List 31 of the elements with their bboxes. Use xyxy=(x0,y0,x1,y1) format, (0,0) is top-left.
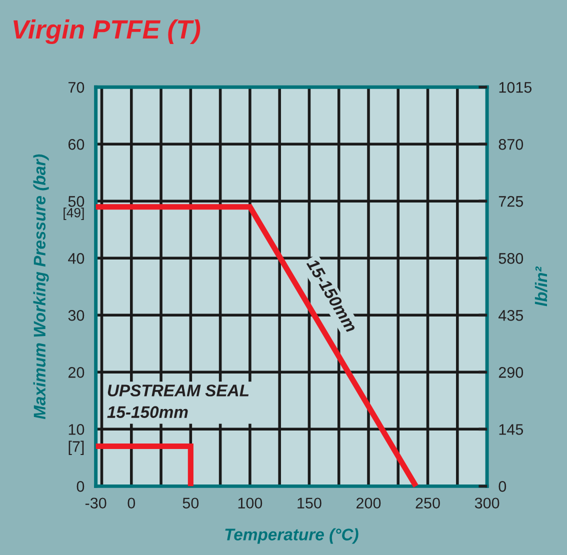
y-tick-label: 50 xyxy=(68,196,84,207)
chart-title: Virgin PTFE (T) xyxy=(14,19,200,44)
y-tick-label: 70 xyxy=(68,82,84,93)
y2-tick-label: 290 xyxy=(498,367,524,378)
y2-tick-label: 725 xyxy=(498,196,524,207)
y-tick-label: 40 xyxy=(68,253,84,264)
y-axis-title: Maximum Working Pressure (bar) xyxy=(33,154,49,420)
x-tick-label: 50 xyxy=(182,498,199,509)
x-tick-label: 200 xyxy=(356,498,381,509)
y-tick-label: 0 xyxy=(76,481,84,492)
x-tick-label: 0 xyxy=(128,498,136,509)
y2-tick-label: 1015 xyxy=(499,82,532,93)
y-tick-label: [49] xyxy=(64,208,84,220)
y2-tick-label: 145 xyxy=(499,424,524,435)
y2-axis-title: lb/in² xyxy=(534,266,548,306)
y-tick-label: 30 xyxy=(68,310,84,321)
y-tick-label: 20 xyxy=(68,367,84,378)
x-tick-label: 150 xyxy=(298,498,322,509)
y-tick-label: 10 xyxy=(68,424,84,435)
x-tick-label: -30 xyxy=(85,498,106,509)
x-tick-label: 300 xyxy=(474,498,500,509)
y2-tick-label: 870 xyxy=(498,139,524,150)
y-tick-label: [7] xyxy=(68,440,84,455)
y-tick-label: 60 xyxy=(68,139,84,150)
x-axis-title: Temperature (°C) xyxy=(225,528,358,544)
y2-tick-label: 0 xyxy=(498,481,506,492)
x-tick-label: 250 xyxy=(416,498,440,509)
series-label: UPSTREAM SEAL 15-150mm xyxy=(107,384,249,418)
y2-tick-label: 580 xyxy=(498,253,524,264)
x-tick-label: 100 xyxy=(238,498,262,509)
y2-tick-label: 435 xyxy=(498,310,524,321)
